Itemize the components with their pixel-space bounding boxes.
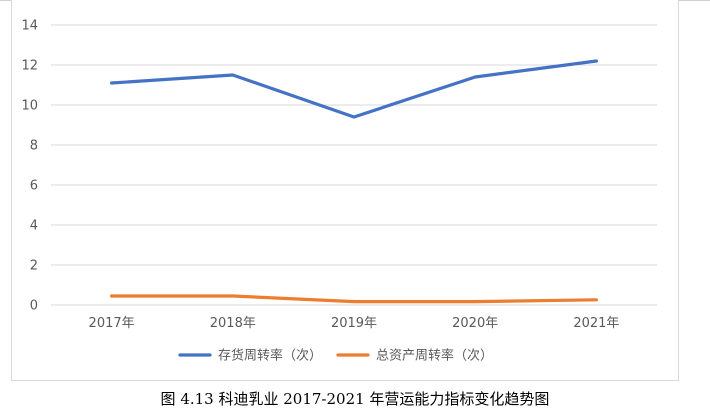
- x-tick-label: 2017年: [89, 316, 135, 331]
- y-tick-label: 12: [21, 59, 38, 74]
- gridlines: [51, 24, 657, 306]
- x-tick-label: 2019年: [331, 316, 377, 331]
- series-line-2: [109, 294, 599, 304]
- legend: 存货周转率（次） 总资产周转率（次）: [178, 348, 493, 364]
- y-tick-label: 8: [30, 139, 38, 154]
- line-chart: 0 2 4 6 8 10 12 14 2017年 2018年 2019年 2020年 2021年 存货…: [21, 19, 657, 364]
- figure-caption: 图 4.13 科迪乳业 2017-2021 年营运能力指标变化趋势图: [160, 390, 550, 408]
- y-tick-label: 2: [30, 259, 38, 274]
- y-tick-label: 10: [21, 99, 38, 114]
- legend-label: 存货周转率（次）: [218, 348, 322, 364]
- y-tick-label: 4: [30, 219, 38, 234]
- legend-label: 总资产周转率（次）: [376, 348, 493, 364]
- series-line-1: [109, 59, 599, 119]
- y-tick-label: 6: [30, 179, 38, 194]
- y-tick-label: 14: [21, 19, 38, 34]
- x-axis-ticks: 2017年 2018年 2019年 2020年 2021年: [89, 316, 620, 331]
- y-axis-ticks: 0 2 4 6 8 10 12 14: [21, 19, 38, 314]
- x-tick-label: 2021年: [573, 316, 619, 331]
- x-tick-label: 2018年: [210, 316, 256, 331]
- y-tick-label: 0: [30, 299, 38, 314]
- series-lines: [109, 59, 599, 304]
- x-tick-label: 2020年: [452, 316, 498, 331]
